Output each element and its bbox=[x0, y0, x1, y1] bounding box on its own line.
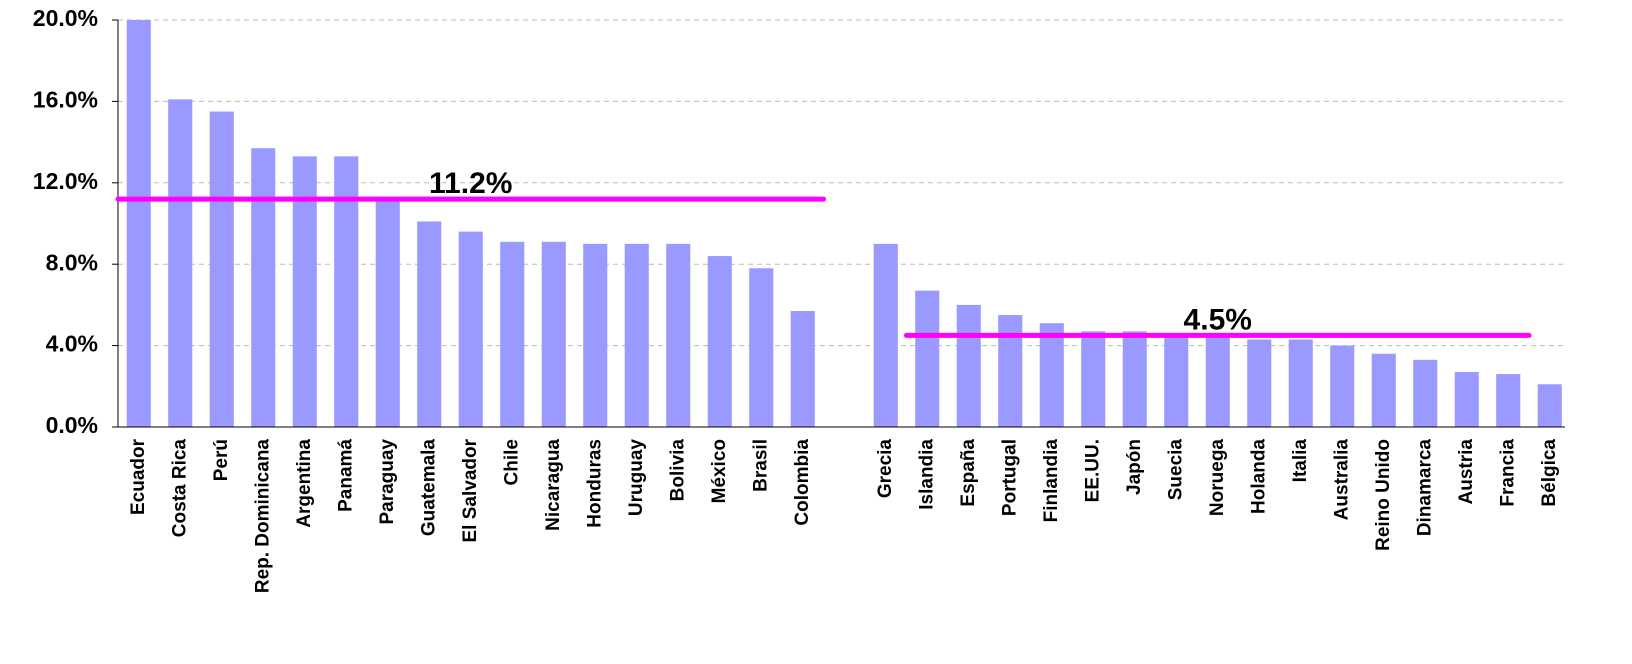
bar bbox=[458, 231, 483, 427]
bar bbox=[624, 243, 649, 427]
y-tick-label: 0.0% bbox=[46, 412, 98, 438]
x-tick-label: Islandia bbox=[916, 439, 937, 510]
bar bbox=[1122, 331, 1147, 427]
bar bbox=[1247, 339, 1272, 427]
x-tick-label: Paraguay bbox=[377, 439, 398, 525]
x-tick-label: Nicaragua bbox=[543, 439, 564, 531]
x-tick-label: Suecia bbox=[1165, 439, 1186, 501]
x-tick-label: Bélgica bbox=[1539, 439, 1560, 507]
bar bbox=[956, 304, 981, 427]
x-tick-label: Uruguay bbox=[626, 439, 647, 517]
x-tick-label: Argentina bbox=[294, 439, 315, 528]
bar bbox=[915, 290, 940, 427]
x-tick-label: Austria bbox=[1456, 439, 1477, 505]
bar bbox=[1288, 339, 1313, 427]
x-tick-label: Perú bbox=[211, 439, 232, 481]
y-tick-label: 20.0% bbox=[33, 5, 98, 31]
x-tick-label: Portugal bbox=[999, 439, 1020, 516]
x-tick-label: Panamá bbox=[335, 439, 356, 512]
bar bbox=[1454, 372, 1479, 427]
bar bbox=[168, 99, 193, 428]
bar bbox=[1081, 331, 1106, 427]
bar bbox=[583, 243, 608, 427]
x-tick-label: Chile bbox=[501, 439, 522, 485]
bar bbox=[873, 243, 898, 427]
bar bbox=[790, 311, 815, 427]
x-tick-label: Reino Unido bbox=[1373, 439, 1394, 551]
y-tick-label: 12.0% bbox=[33, 168, 98, 194]
x-tick-label: España bbox=[958, 439, 979, 507]
bar bbox=[1205, 335, 1230, 427]
x-tick-label: Brasil bbox=[750, 439, 771, 492]
x-tick-label: Japón bbox=[1124, 439, 1145, 495]
x-tick-label: Honduras bbox=[584, 439, 605, 528]
bar bbox=[541, 241, 566, 427]
bar bbox=[375, 199, 400, 427]
x-tick-label: Holanda bbox=[1248, 439, 1269, 514]
bar bbox=[707, 256, 732, 427]
x-tick-label: El Salvador bbox=[460, 438, 481, 542]
bar bbox=[1039, 323, 1064, 427]
bar bbox=[1413, 359, 1438, 427]
x-tick-label: Guatemala bbox=[418, 439, 439, 537]
bar bbox=[1496, 374, 1521, 427]
x-tick-label: Noruega bbox=[1207, 439, 1228, 517]
bar bbox=[1164, 335, 1189, 427]
bar bbox=[500, 241, 525, 427]
bar bbox=[749, 268, 774, 427]
x-tick-label: Colombia bbox=[792, 439, 813, 526]
bar bbox=[998, 315, 1023, 427]
bar bbox=[1537, 384, 1562, 427]
x-tick-label: Rep. Dominicana bbox=[252, 439, 273, 594]
average-label: 11.2% bbox=[429, 167, 512, 200]
bar bbox=[417, 221, 442, 427]
bar bbox=[209, 111, 234, 427]
x-tick-label: Dinamarca bbox=[1414, 439, 1435, 537]
y-tick-label: 8.0% bbox=[46, 249, 98, 275]
x-tick-label: México bbox=[709, 439, 730, 503]
y-tick-label: 16.0% bbox=[33, 86, 98, 112]
y-tick-label: 4.0% bbox=[46, 331, 98, 357]
x-tick-label: Costa Rica bbox=[169, 439, 190, 538]
average-label: 4.5% bbox=[1184, 303, 1252, 336]
bar bbox=[251, 148, 276, 427]
bar bbox=[1371, 353, 1396, 427]
x-tick-label: Australia bbox=[1331, 439, 1352, 521]
bar bbox=[666, 243, 691, 427]
x-tick-label: Finlandia bbox=[1041, 439, 1062, 523]
x-tick-label: Francia bbox=[1497, 439, 1518, 507]
x-tick-label: Grecia bbox=[875, 439, 896, 499]
x-tick-label: Italia bbox=[1290, 439, 1311, 483]
bar bbox=[126, 20, 151, 427]
x-tick-label: Bolivia bbox=[667, 439, 688, 502]
bar bbox=[1330, 345, 1355, 427]
x-tick-label: EE.UU. bbox=[1082, 439, 1103, 502]
x-tick-label: Ecuador bbox=[128, 438, 149, 515]
